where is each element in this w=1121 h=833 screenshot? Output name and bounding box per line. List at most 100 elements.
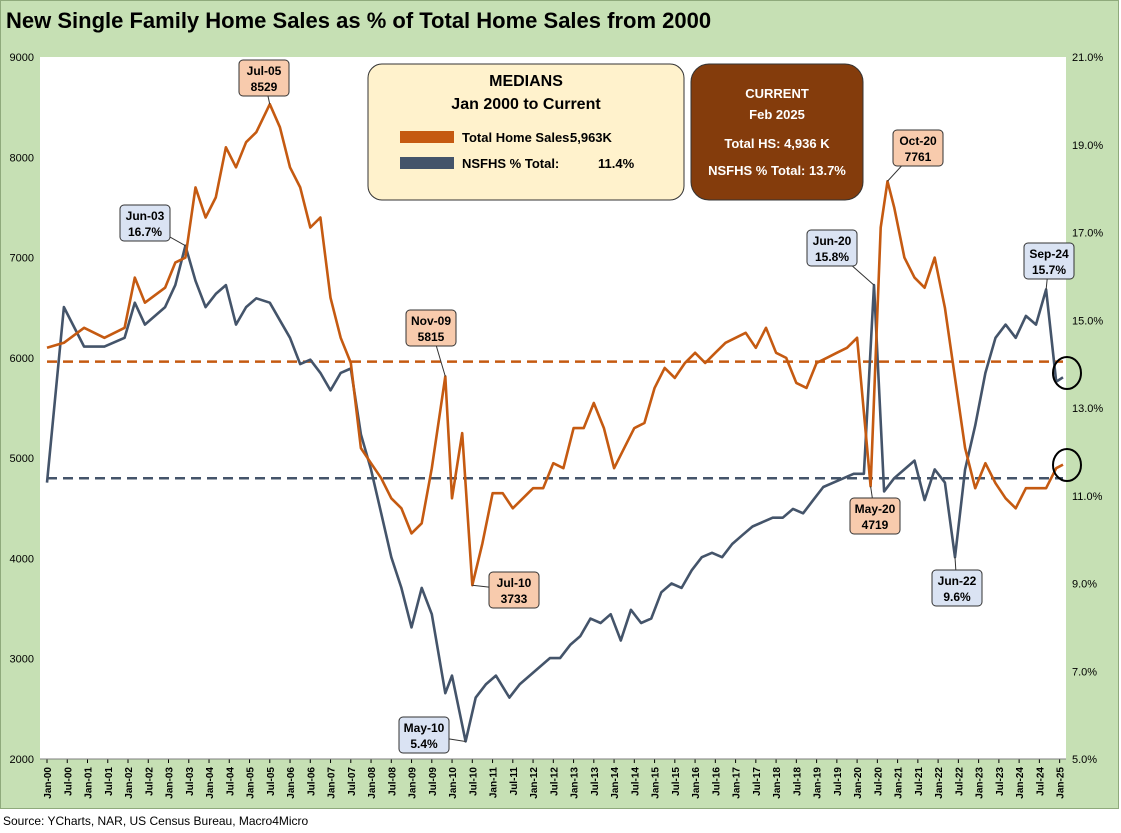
y-left-tick-label: 9000 — [10, 52, 34, 64]
legend-swatch-nsfhs — [400, 157, 454, 169]
x-tick-label: Jan-08 — [367, 767, 378, 799]
legend-nsfhs-value: 11.4% — [598, 156, 635, 171]
callout-box — [238, 59, 290, 97]
x-tick-label: Jan-16 — [691, 767, 702, 799]
y-left-tick-label: 5000 — [10, 453, 34, 465]
y-left-tick-label: 4000 — [10, 553, 34, 565]
callout-box — [892, 129, 944, 167]
callout-date-label: Jul-05 — [247, 64, 282, 78]
x-tick-label: Jul-19 — [833, 767, 844, 796]
x-tick-label: Jul-24 — [1035, 767, 1046, 796]
chart-title: New Single Family Home Sales as % of Tot… — [6, 8, 712, 33]
callout-box — [1023, 242, 1075, 280]
x-tick-label: Jan-24 — [1015, 767, 1026, 799]
highlight-circle-nsfhs — [1052, 356, 1082, 390]
x-tick-label: Jul-08 — [387, 767, 398, 796]
x-tick-label: Jul-06 — [306, 767, 317, 796]
legend-total-sales-label: Total Home Sales: — [462, 130, 574, 145]
callout-date-label: Sep-24 — [1029, 247, 1069, 261]
x-tick-label: Jan-20 — [853, 767, 864, 799]
callout-box — [488, 571, 540, 609]
x-tick-label: Jan-06 — [286, 767, 297, 799]
x-tick-label: Jul-05 — [266, 767, 277, 796]
callout-value-label: 15.7% — [1032, 263, 1066, 277]
x-tick-label: Jul-01 — [104, 767, 115, 796]
series-line-total-sales — [46, 102, 1064, 587]
callout-box — [405, 309, 457, 347]
x-tick-label: Jul-16 — [711, 767, 722, 796]
y-right-tick-label: 13.0% — [1072, 403, 1103, 415]
x-tick-label: Jan-07 — [327, 767, 338, 799]
callout-box — [931, 569, 983, 607]
current-title: CURRENT — [745, 86, 809, 101]
x-tick-label: Jan-14 — [610, 767, 621, 799]
callout-value-label: 15.8% — [815, 250, 849, 264]
callout-box — [849, 497, 901, 535]
median-lines — [47, 360, 1063, 480]
callout-value-label: 3733 — [501, 592, 528, 606]
x-tick-label: Jan-21 — [894, 767, 905, 799]
y-right-tick-label: 11.0% — [1072, 491, 1103, 503]
x-tick-label: Jan-25 — [1056, 767, 1067, 799]
current-box: CURRENT Feb 2025 Total HS: 4,936 K NSFHS… — [690, 63, 864, 201]
callout-value-label: 16.7% — [128, 225, 162, 239]
x-tick-label: Jul-13 — [590, 767, 601, 796]
callout-box — [806, 229, 858, 267]
y-right-tick-label: 15.0% — [1072, 315, 1103, 327]
y-left-tick-label: 8000 — [10, 152, 34, 164]
x-tick-label: Jul-12 — [549, 767, 560, 796]
y-right-tick-label: 17.0% — [1072, 228, 1103, 240]
callout-box — [119, 204, 171, 242]
y-right-tick-label: 19.0% — [1072, 140, 1103, 152]
medians-box: MEDIANS Jan 2000 to Current Total Home S… — [367, 63, 685, 201]
callout-date-label: Jun-22 — [938, 574, 977, 588]
medians-subtitle: Jan 2000 to Current — [451, 96, 601, 113]
x-tick-label: Jan-03 — [165, 767, 176, 799]
axes-layer: 2000 3000 4000 5000 6000 7000 8000 9000 5.0% 7.0%… — [10, 52, 1104, 799]
callout-box — [398, 716, 450, 754]
y-left-tick-label: 2000 — [10, 754, 34, 766]
x-tick-label: Jan-18 — [772, 767, 783, 799]
x-tick-label: Jan-01 — [84, 767, 95, 799]
x-tick-label: Jul-17 — [752, 767, 763, 796]
current-total-hs: Total HS: 4,936 K — [724, 136, 830, 151]
callout-value-label: 7761 — [905, 150, 932, 164]
x-tick-label: Jan-05 — [246, 767, 257, 799]
callout-date-label: May-10 — [404, 721, 445, 735]
highlight-circle-total-sales — [1052, 448, 1082, 482]
y-right-tick-label: 9.0% — [1072, 579, 1097, 591]
callout-date-label: Jun-20 — [813, 234, 852, 248]
y-right-tick-label: 21.0% — [1072, 52, 1103, 64]
callout-date-label: Jul-10 — [497, 576, 532, 590]
x-tick-label: Jan-04 — [205, 767, 216, 799]
x-tick-label: Jan-11 — [489, 767, 500, 799]
source-note: Source: YCharts, NAR, US Census Bureau, … — [3, 814, 309, 828]
x-tick-label: Jul-11 — [509, 767, 520, 796]
x-tick-label: Jan-22 — [934, 767, 945, 799]
x-tick-label: Jul-15 — [671, 767, 682, 796]
callout-date-label: Jun-03 — [126, 209, 165, 223]
x-tick-label: Jan-23 — [975, 767, 986, 799]
series-line-nsfhs — [45, 244, 1064, 743]
x-tick-label: Jul-03 — [185, 767, 196, 796]
x-tick-label: Jan-10 — [448, 767, 459, 799]
x-tick-label: Jan-19 — [813, 767, 824, 799]
y-left-tick-label: 3000 — [10, 654, 34, 666]
callout-layer: Jul-05 8529 Nov-09 5815 Jul-10 3733 Oct-20 7761… — [119, 59, 1075, 754]
legend-total-sales-value: 5,963K — [570, 130, 613, 145]
callout-value-label: 5815 — [418, 330, 445, 344]
current-date: Feb 2025 — [749, 107, 805, 122]
current-nsfhs: NSFHS % Total: 13.7% — [708, 163, 846, 178]
y-left-tick-label: 7000 — [10, 253, 34, 265]
callout-date-label: Nov-09 — [411, 314, 451, 328]
x-tick-label: Jan-09 — [408, 767, 419, 799]
y-left-tick-label: 6000 — [10, 353, 34, 365]
x-tick-label: Jan-02 — [124, 767, 135, 799]
medians-title: MEDIANS — [489, 73, 563, 90]
x-tick-label: Jul-18 — [792, 767, 803, 796]
x-tick-label: Jul-14 — [630, 767, 641, 796]
x-tick-label: Jul-00 — [63, 767, 74, 796]
x-tick-label: Jan-12 — [529, 767, 540, 799]
x-tick-label: Jan-00 — [43, 767, 54, 799]
